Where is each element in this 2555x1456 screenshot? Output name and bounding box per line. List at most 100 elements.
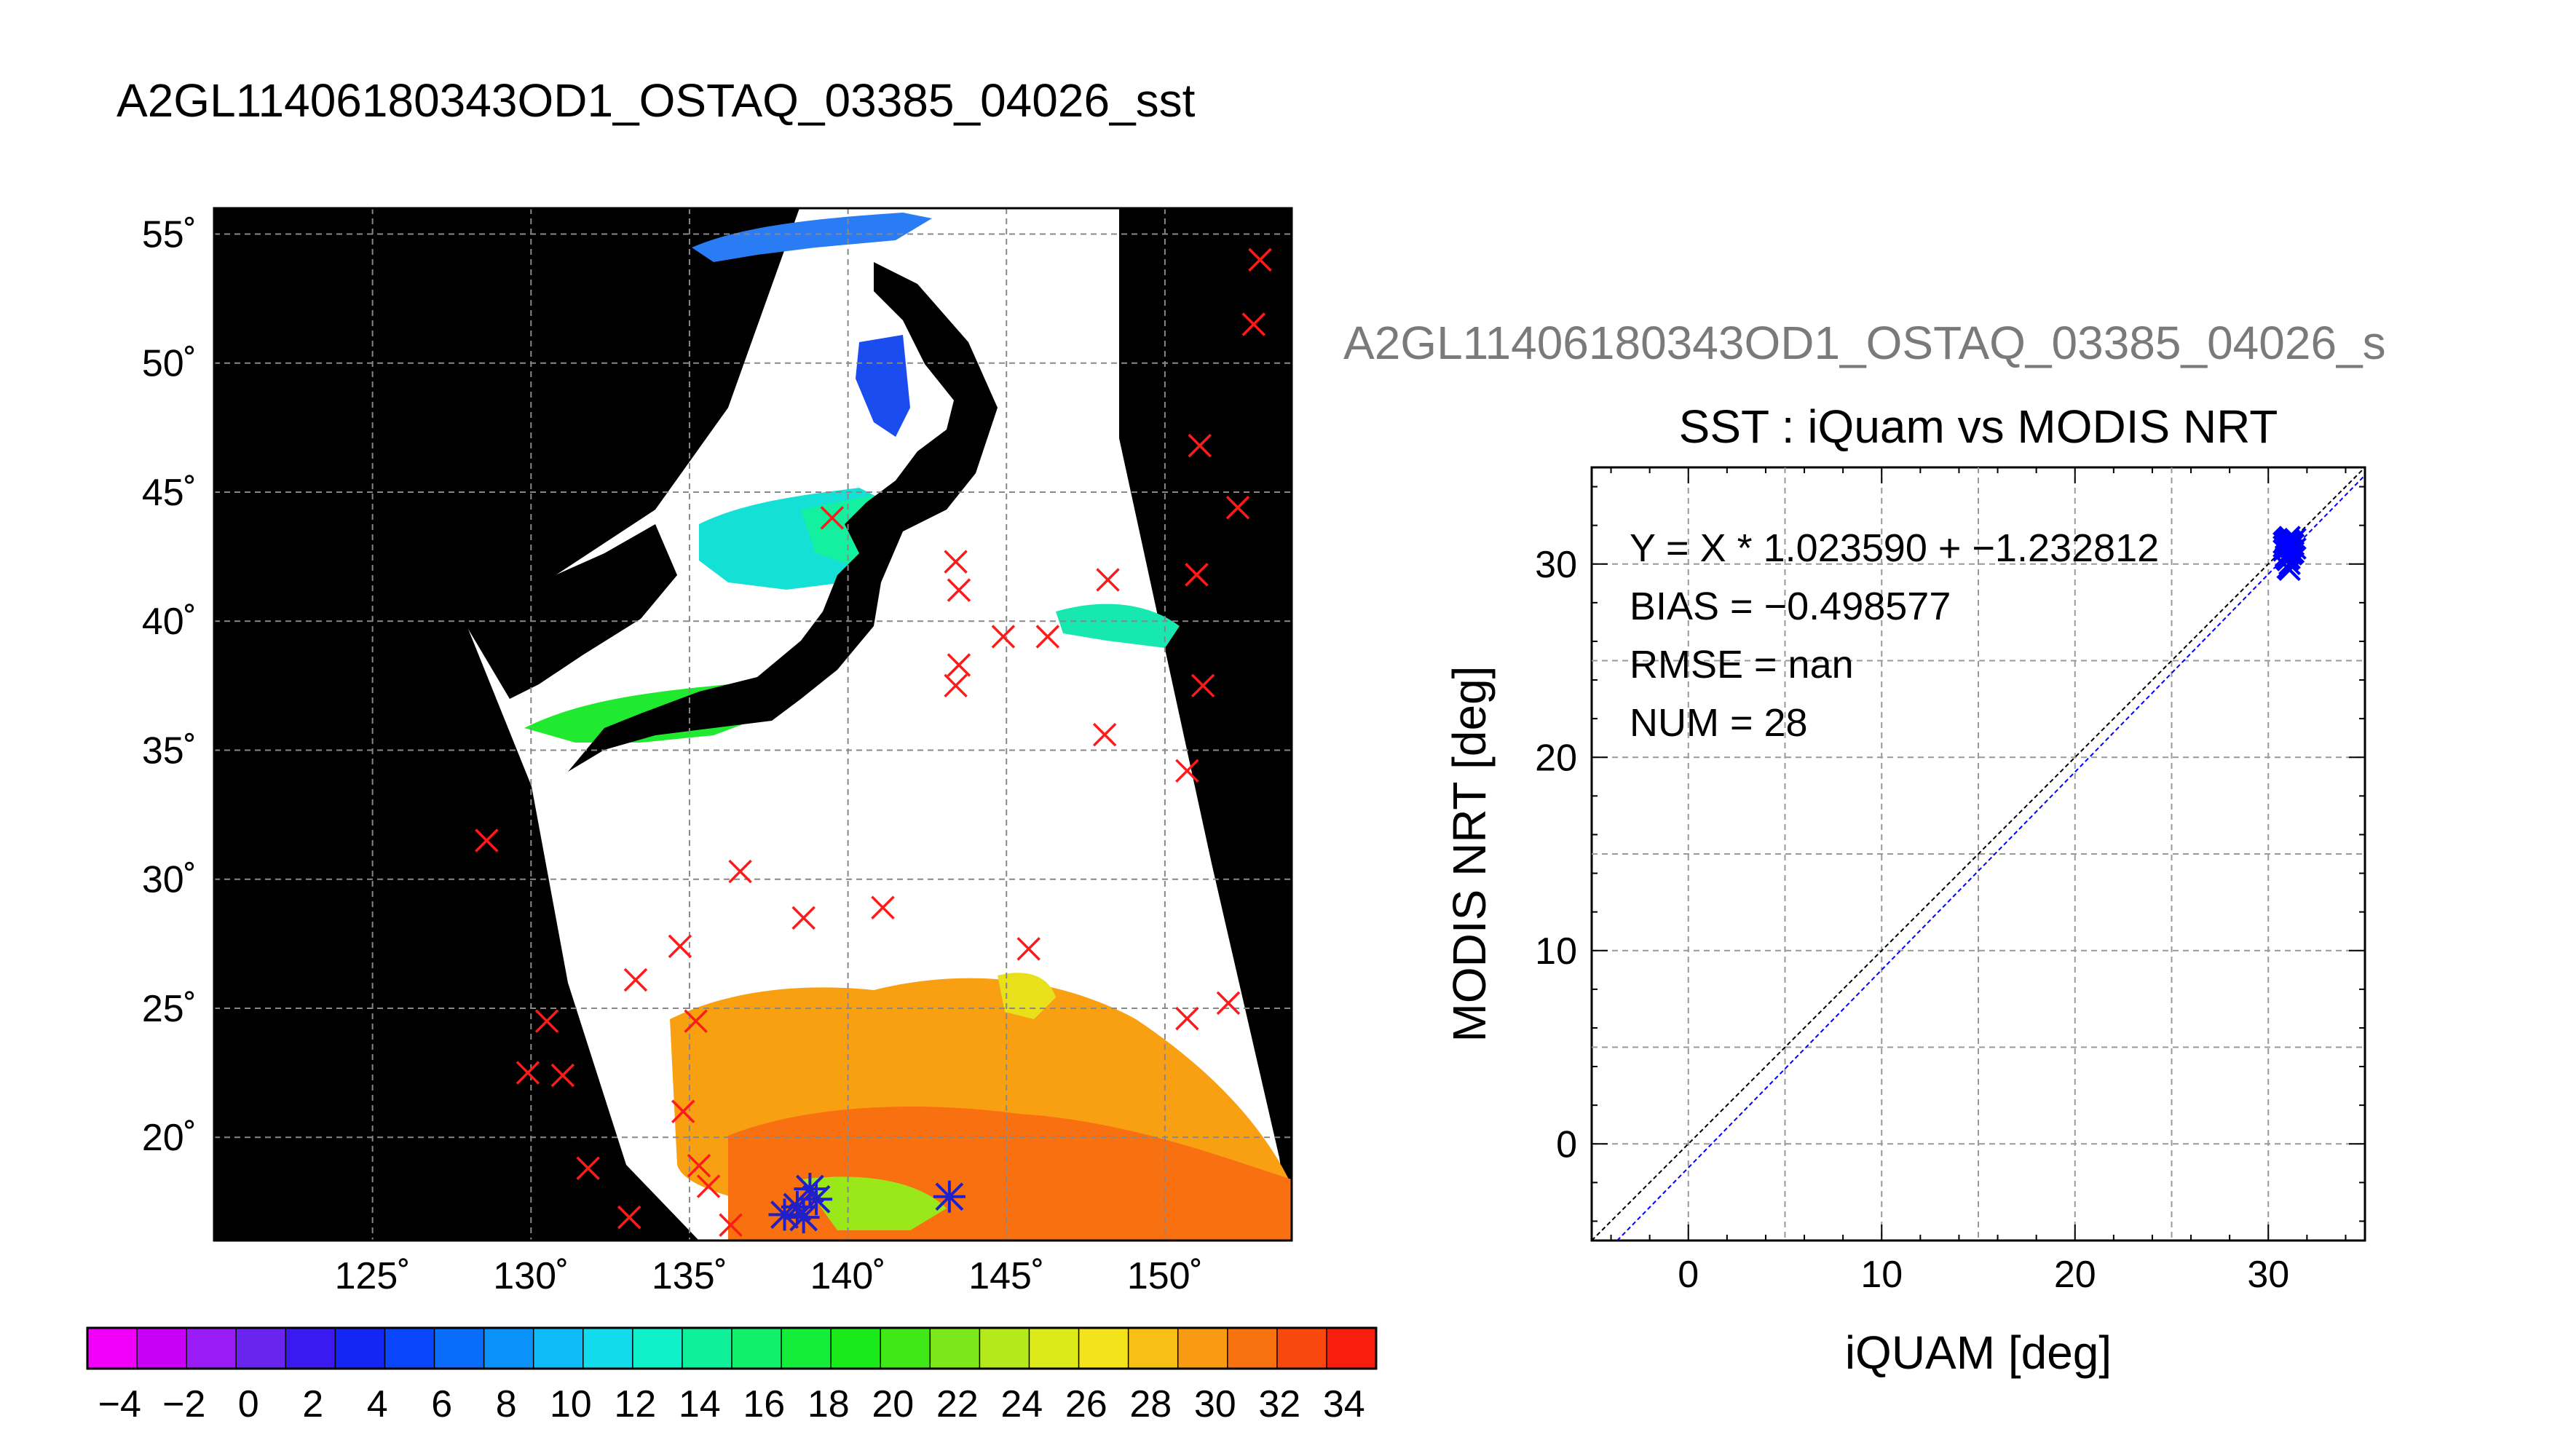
colorbar-tick-label: 34 bbox=[1323, 1383, 1365, 1425]
scatter-gridlines bbox=[1592, 467, 2365, 1241]
colorbar-tick-label: 4 bbox=[367, 1383, 388, 1425]
matchup-marker-red bbox=[534, 1009, 559, 1033]
y-tick-label: 20 bbox=[1535, 737, 1577, 779]
colorbar-segment bbox=[1177, 1328, 1228, 1369]
colorbar-tick-label: 22 bbox=[936, 1383, 979, 1425]
lat-tick-label: 50˚ bbox=[142, 343, 197, 385]
sst-patch-tatar bbox=[856, 335, 910, 437]
lon-tick-label: 135˚ bbox=[652, 1255, 727, 1297]
colorbar-tick-label: −2 bbox=[162, 1383, 205, 1425]
lat-tick-label: 25˚ bbox=[142, 988, 197, 1030]
matchup-marker-red bbox=[820, 506, 845, 530]
y-tick-label: 10 bbox=[1535, 930, 1577, 973]
y-tick-label: 0 bbox=[1556, 1123, 1577, 1166]
regression-line bbox=[1616, 475, 2365, 1241]
x-tick-label: 0 bbox=[1678, 1254, 1699, 1296]
matchup-marker-red bbox=[1216, 991, 1241, 1016]
matchup-marker-red bbox=[1175, 1006, 1199, 1031]
matchup-marker-red bbox=[671, 1099, 695, 1123]
matchup-marker-red bbox=[728, 859, 752, 884]
colorbar-tick-label: 14 bbox=[679, 1383, 721, 1425]
map-matchup-markers bbox=[475, 248, 1272, 1237]
map-gridlines bbox=[214, 208, 1292, 1241]
colorbar-segment bbox=[632, 1328, 683, 1369]
colorbar-tick-label: 6 bbox=[431, 1383, 452, 1425]
colorbar-tick-label: 24 bbox=[1000, 1383, 1043, 1425]
colorbar-tick-label: 26 bbox=[1065, 1383, 1107, 1425]
matchup-marker-red bbox=[1190, 673, 1215, 698]
japan-landmass bbox=[568, 262, 998, 772]
colorbar-segment bbox=[732, 1328, 782, 1369]
matchup-marker-red bbox=[1225, 495, 1250, 520]
matchup-marker-red bbox=[944, 550, 968, 574]
matchup-marker-red bbox=[1248, 248, 1272, 272]
colorbar-segment bbox=[533, 1328, 584, 1369]
colorbar-segment bbox=[831, 1328, 882, 1369]
colorbar-segment bbox=[137, 1328, 187, 1369]
scatter-plot: 0 10 20 30 0 10 20 30 Y = X * 1.023590 + −1.232… bbox=[1443, 466, 2366, 1379]
matchup-marker-red bbox=[668, 934, 692, 959]
colorbar-segments bbox=[87, 1328, 1377, 1369]
scatter-annotation: NUM = 28 bbox=[1630, 701, 1808, 745]
matchup-marker-red bbox=[1175, 759, 1199, 783]
x-tick-label: 10 bbox=[1860, 1254, 1903, 1296]
y-axis-label: MODIS NRT [deg] bbox=[1443, 666, 1496, 1042]
scatter-point bbox=[2278, 558, 2301, 582]
matchup-marker-red bbox=[516, 1061, 540, 1085]
colorbar-tick-labels: −4 −2 0 2 4 6 8 10 12 14 16 18 20 22 24 26 28 30 32 34 bbox=[98, 1383, 1365, 1425]
matchup-marker-blue bbox=[800, 1183, 833, 1216]
matchup-marker-red bbox=[1016, 937, 1040, 961]
colorbar-segment bbox=[384, 1328, 435, 1369]
sst-patch-okhotsk bbox=[692, 213, 932, 262]
colorbar-tick-label: 32 bbox=[1258, 1383, 1300, 1425]
colorbar-segment bbox=[930, 1328, 981, 1369]
matchup-marker-red bbox=[623, 968, 648, 992]
matchup-marker-red bbox=[944, 673, 968, 698]
matchup-marker-red bbox=[1035, 625, 1060, 649]
lon-tick-label: 140˚ bbox=[810, 1255, 886, 1297]
matchup-marker-red bbox=[947, 653, 971, 677]
sst-patch-pacific-north bbox=[1056, 604, 1180, 648]
lat-tick-label: 30˚ bbox=[142, 859, 197, 901]
colorbar-segment bbox=[1078, 1328, 1129, 1369]
colorbar-segment bbox=[880, 1328, 931, 1369]
colorbar-segment bbox=[483, 1328, 534, 1369]
matchup-marker-red bbox=[991, 625, 1016, 649]
colorbar-segment bbox=[285, 1328, 336, 1369]
matchup-marker-red bbox=[791, 906, 816, 930]
colorbar-segment bbox=[1276, 1328, 1327, 1369]
satellite-swath bbox=[468, 208, 1292, 1241]
colorbar-segment bbox=[1029, 1328, 1080, 1369]
colorbar-segment bbox=[583, 1328, 633, 1369]
colorbar-segment bbox=[434, 1328, 485, 1369]
matchup-marker-red bbox=[947, 578, 971, 602]
lat-tick-label: 35˚ bbox=[142, 729, 197, 772]
lat-tick-label: 55˚ bbox=[142, 213, 197, 256]
matchup-marker-red bbox=[719, 1213, 743, 1237]
colorbar-segment bbox=[87, 1328, 138, 1369]
colorbar-tick-label: 2 bbox=[302, 1383, 323, 1425]
matchup-marker-red bbox=[871, 895, 895, 919]
matchup-marker-red bbox=[1188, 433, 1212, 458]
colorbar-tick-label: 20 bbox=[872, 1383, 914, 1425]
scatter-title: SST : iQuam vs MODIS NRT bbox=[1679, 400, 2278, 453]
colorbar-tick-label: 10 bbox=[550, 1383, 592, 1425]
map-axis-ticks: 125˚ 130˚ 135˚ 140˚ 145˚ 150˚ 55˚ 50˚ 45˚ 40˚ 35˚ 3… bbox=[142, 213, 1203, 1297]
sst-colorbar: −4 −2 0 2 4 6 8 10 12 14 16 18 20 22 24 26 28 30 32 34 bbox=[86, 1326, 1378, 1425]
scatter-axis-ticks: 0 10 20 30 0 10 20 30 bbox=[1535, 467, 2365, 1296]
colorbar-tick-label: 28 bbox=[1129, 1383, 1172, 1425]
colorbar-segment bbox=[1128, 1328, 1179, 1369]
colorbar-tick-label: 16 bbox=[743, 1383, 785, 1425]
colorbar-frame bbox=[86, 1326, 1378, 1370]
lon-tick-label: 125˚ bbox=[335, 1255, 411, 1297]
sst-map-panel: 125˚ 130˚ 135˚ 140˚ 145˚ 150˚ 55˚ 50˚ 45˚ 40˚ 35˚ 3… bbox=[142, 207, 1293, 1297]
matchup-marker-red bbox=[550, 1063, 575, 1088]
sst-patch-warm-green bbox=[801, 1176, 947, 1230]
matchup-marker-red bbox=[617, 1205, 641, 1230]
matchup-marker-red bbox=[687, 1153, 711, 1178]
scatter-annotations: Y = X * 1.023590 + −1.232812 BIAS = −0.49… bbox=[1630, 526, 2159, 745]
main-title: A2GL11406180343OD1_OSTAQ_03385_04026_sst bbox=[117, 74, 1196, 127]
lat-tick-label: 20˚ bbox=[142, 1117, 197, 1159]
colorbar-tick-label: 18 bbox=[807, 1383, 850, 1425]
matchup-marker-blue bbox=[787, 1201, 820, 1234]
